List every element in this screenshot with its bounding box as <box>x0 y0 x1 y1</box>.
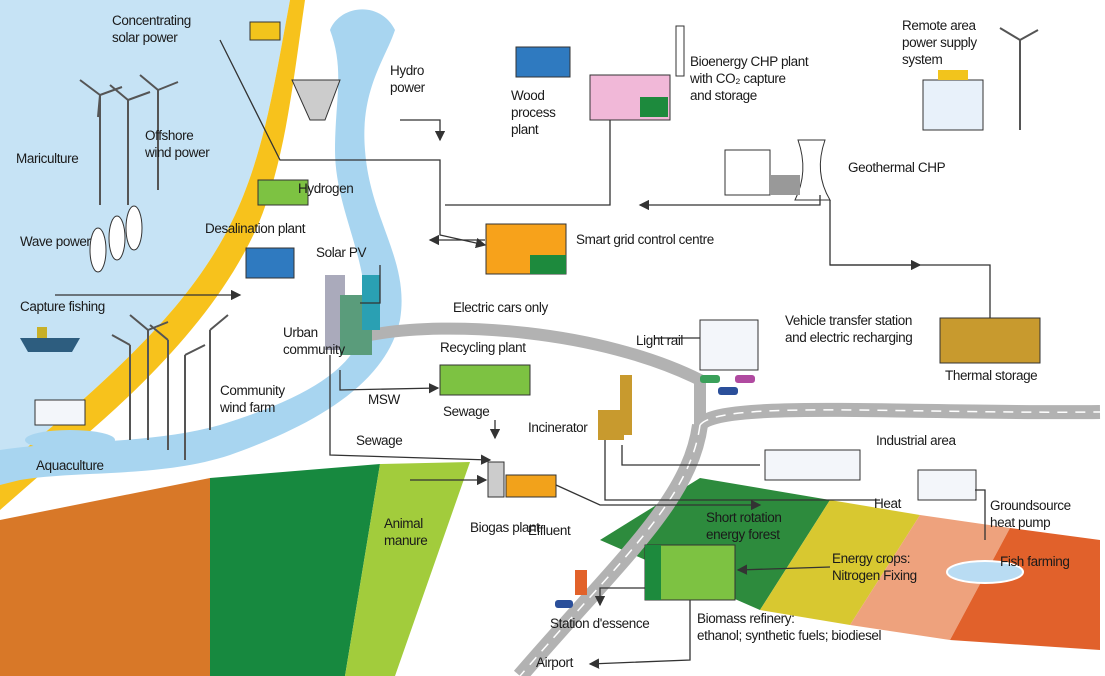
label: Wood <box>511 88 544 103</box>
label: Capture fishing <box>20 299 105 314</box>
label: Fish farming <box>1000 554 1069 569</box>
label: Biogas plant <box>470 520 540 535</box>
label: Electric cars only <box>453 300 548 315</box>
label: plant <box>511 122 539 137</box>
turbines <box>79 27 1039 460</box>
label: Groundsource <box>990 498 1071 513</box>
label: Thermal storage <box>945 368 1037 383</box>
label: Animal <box>384 516 423 531</box>
label: ethanol; synthetic fuels; biodiesel <box>697 628 882 643</box>
label: community <box>283 342 345 357</box>
connectors <box>55 39 991 669</box>
label: system <box>902 52 943 67</box>
label: Short rotation <box>706 510 781 525</box>
label: process <box>511 105 556 120</box>
label: Hydro <box>390 63 424 78</box>
label: Urban <box>283 325 318 340</box>
label: power <box>390 80 426 95</box>
label: Community <box>220 383 285 398</box>
label: Aquaculture <box>36 458 104 473</box>
label: heat pump <box>990 515 1050 530</box>
label: power supply <box>902 35 977 50</box>
label: Mariculture <box>16 151 78 166</box>
label: Effluent <box>528 523 571 538</box>
vehicles <box>555 375 755 608</box>
label: Wave power <box>20 234 91 249</box>
label: and electric recharging <box>785 330 912 345</box>
label: wind power <box>144 145 210 160</box>
label: Sewage <box>443 404 489 419</box>
label: Light rail <box>636 333 683 348</box>
label: with CO₂ capture <box>689 71 786 86</box>
label: Airport <box>536 655 574 670</box>
label: Station d'essence <box>550 616 649 631</box>
label: Nitrogen Fixing <box>832 568 917 583</box>
label: Recycling plant <box>440 340 526 355</box>
buildings <box>20 21 1041 601</box>
label: Industrial area <box>876 433 956 448</box>
label: Remote area <box>902 18 977 33</box>
label: Heat <box>874 496 902 511</box>
label: Offshore <box>145 128 193 143</box>
label: MSW <box>368 392 400 407</box>
label: and storage <box>690 88 757 103</box>
label: manure <box>384 533 427 548</box>
label: Bioenergy CHP plant <box>690 54 809 69</box>
label: Desalination plant <box>205 221 306 236</box>
label: Biomass refinery: <box>697 611 794 626</box>
label: wind farm <box>219 400 275 415</box>
label: Solar PV <box>316 245 366 260</box>
label: Energy crops: <box>832 551 910 566</box>
label: energy forest <box>706 527 780 542</box>
label: Geothermal CHP <box>848 160 946 175</box>
label: Incinerator <box>528 420 588 435</box>
label: Concentrating <box>112 13 191 28</box>
label: solar power <box>112 30 178 45</box>
label: Smart grid control centre <box>576 232 714 247</box>
label: Hydrogen <box>298 181 353 196</box>
label: Sewage <box>356 433 402 448</box>
label: Vehicle transfer station <box>785 313 912 328</box>
labels: Concentrating solar power Hydro power Wood pr… <box>16 13 1071 670</box>
